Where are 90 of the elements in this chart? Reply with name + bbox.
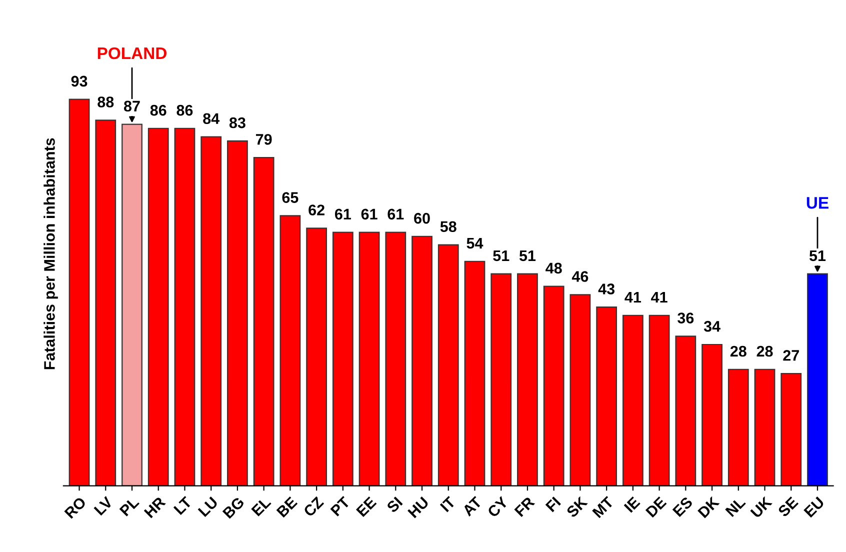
data-label: 86 [176, 104, 193, 116]
bar [306, 228, 327, 486]
x-tick-label: FR [514, 496, 536, 517]
x-tick-label: DK [698, 496, 720, 518]
x-tick-label: PT [330, 496, 351, 516]
bar [596, 306, 618, 486]
x-tick-label: EU [804, 496, 825, 518]
bar [332, 232, 354, 486]
data-label: 84 [203, 113, 220, 124]
x-tick-label: IT [440, 496, 456, 512]
data-label: 43 [598, 284, 615, 294]
data-label: 93 [71, 76, 88, 87]
data-label: 86 [150, 104, 166, 116]
x-tick-label: SE [777, 496, 799, 518]
y-axis-title: Fatalities per Million inhabitants [44, 138, 58, 370]
data-label: 62 [308, 204, 324, 216]
bar [280, 215, 301, 486]
x-tick-label: BG [222, 496, 245, 519]
bar [438, 244, 459, 486]
data-label: 34 [704, 320, 720, 332]
data-label: 61 [388, 208, 404, 220]
bar [702, 344, 722, 486]
x-tick-label: HU [408, 496, 430, 518]
data-label: 79 [256, 134, 272, 145]
data-label: 46 [572, 271, 588, 282]
bar [148, 128, 169, 486]
x-tick-label: PL [119, 496, 140, 516]
bar [570, 294, 591, 486]
bar [780, 373, 802, 486]
data-label: 61 [361, 208, 378, 220]
data-label: 51 [809, 250, 826, 262]
annotation: POLAND [98, 47, 166, 60]
x-tick-label: NL [725, 496, 746, 517]
bar [807, 273, 828, 486]
bar [622, 314, 644, 486]
bar [174, 128, 196, 486]
bar [68, 98, 90, 486]
data-label: 41 [624, 292, 642, 303]
data-label: 87 [124, 100, 140, 112]
data-label: 60 [414, 212, 430, 224]
bar [728, 368, 749, 486]
x-tick-label: CY [486, 496, 509, 518]
bar [517, 273, 538, 486]
x-tick-label: SI [386, 496, 403, 514]
bar [648, 314, 670, 486]
data-label: 27 [783, 350, 799, 361]
x-tick-label: LU [198, 496, 218, 518]
x-tick-label: EE [356, 496, 377, 517]
x-tick-label: EL [251, 496, 272, 516]
data-label: 28 [756, 346, 773, 357]
x-tick-label: LV [94, 496, 114, 516]
bar [95, 120, 116, 486]
x-tick-label: HR [144, 496, 166, 518]
data-label: 41 [651, 292, 668, 303]
x-tick-label: DE [645, 496, 667, 518]
data-label: 51 [493, 250, 510, 262]
bar [464, 260, 486, 486]
bar [754, 368, 776, 486]
x-tick-label: ES [672, 496, 694, 518]
x-tick-label: CZ [302, 496, 324, 518]
bar [358, 232, 380, 486]
data-label: 83 [229, 117, 246, 128]
data-label: 36 [678, 312, 694, 324]
bar [490, 273, 512, 486]
x-tick-label: SK [566, 496, 588, 518]
data-label: 65 [282, 192, 298, 203]
bar [412, 236, 432, 486]
bar [227, 140, 248, 486]
data-label: 28 [730, 346, 746, 357]
x-tick-label: BE [276, 496, 298, 518]
x-tick-label: RO [64, 496, 87, 519]
x-tick-label: FI [545, 496, 561, 512]
bar [253, 156, 274, 486]
annotation: UE [806, 197, 828, 209]
data-label: 58 [440, 221, 456, 232]
data-label: 48 [546, 262, 562, 274]
x-tick-label: MT [592, 496, 614, 518]
data-label: 51 [519, 250, 536, 262]
bar [122, 124, 142, 486]
bar [675, 336, 696, 486]
x-tick-label: AT [462, 496, 482, 517]
bar [200, 136, 222, 486]
bar [385, 232, 406, 486]
data-label: 54 [466, 238, 484, 249]
x-tick-label: IE [624, 496, 640, 513]
bar [543, 286, 564, 486]
x-tick-label: UK [750, 496, 773, 518]
data-label: 88 [98, 96, 114, 108]
x-tick-label: LT [173, 496, 192, 515]
data-label: 61 [334, 208, 351, 220]
